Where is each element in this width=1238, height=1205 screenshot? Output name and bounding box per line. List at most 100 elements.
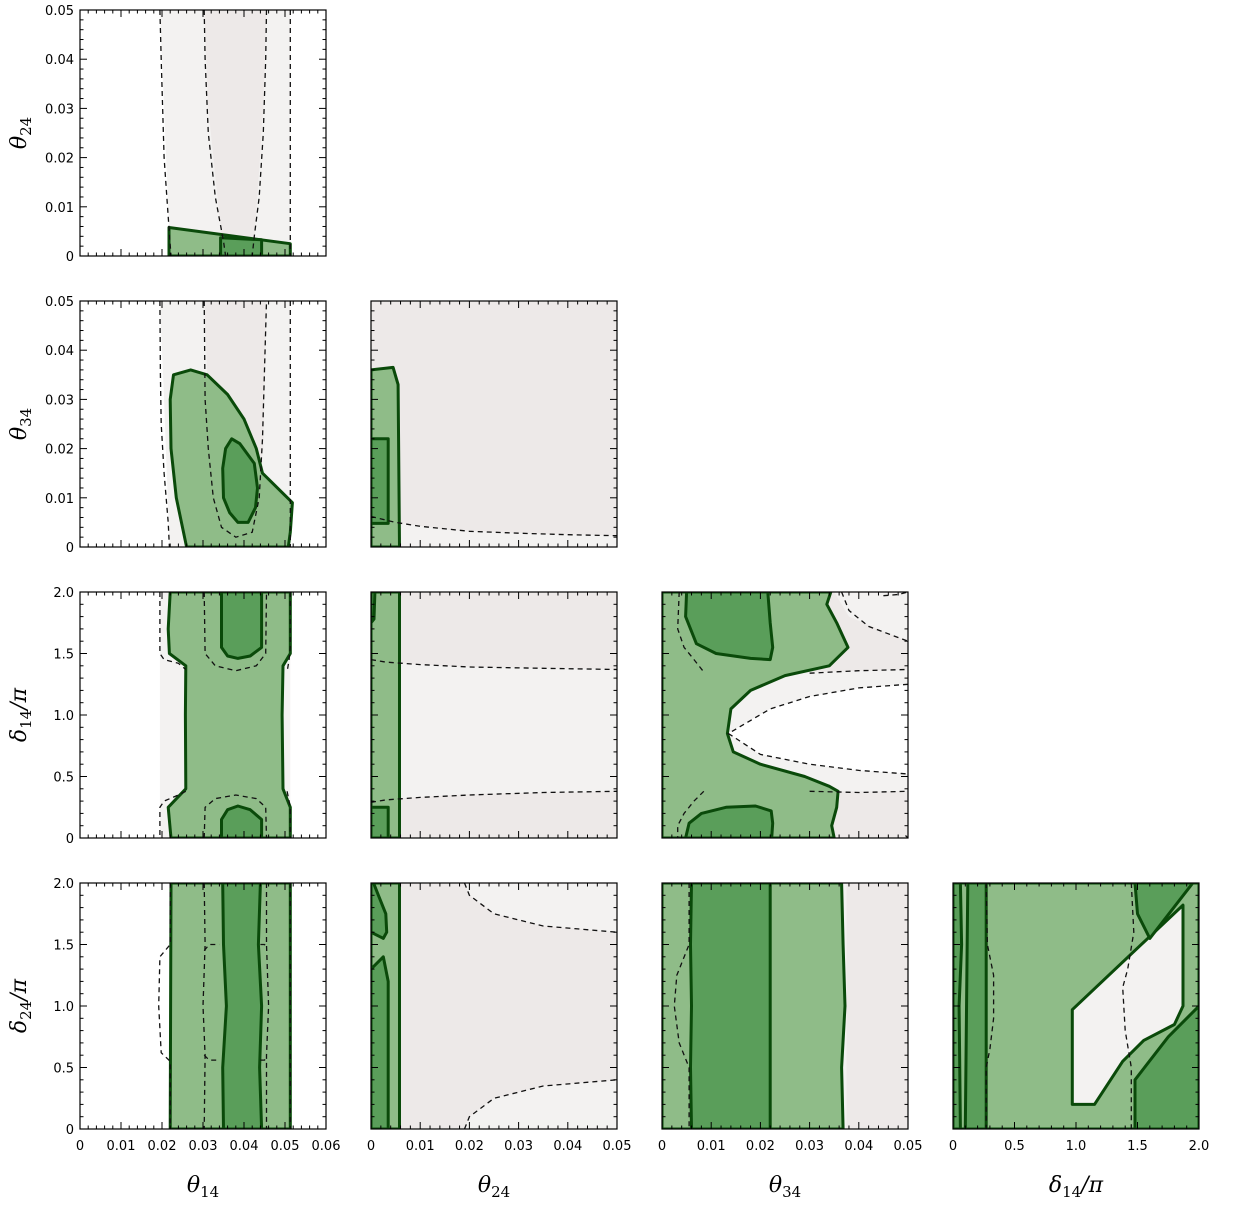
contour-hole-region [1070,903,1185,1106]
contour-68-region [963,883,988,1129]
dashed-contour [840,592,908,642]
dashed-contour [203,301,268,538]
dashed-contour [463,1079,617,1129]
dashed-contour [203,1054,220,1061]
background-region [371,791,617,838]
dashed-contour [260,1057,267,1061]
x-tick-label: 0.02 [148,1139,177,1154]
contour-68-region [684,592,775,662]
contour-68-region [371,437,390,525]
y-tick-label: 0 [66,541,74,556]
x-tick-label: 0.02 [746,1139,775,1154]
y-tick-label: 2.0 [53,877,74,892]
panel-frame [370,591,618,839]
y-tick-label: 0.02 [45,152,74,167]
y-tick-label: 0 [66,832,74,847]
panel-frame [79,882,327,1130]
background-region [204,10,267,242]
x-tick-label: 0.04 [844,1139,873,1154]
contour-95-region [662,592,850,838]
dashed-contour [727,683,908,775]
y-tick-label: 1.5 [53,939,74,954]
dashed-contour [371,658,617,671]
xlabel-theta24: θ24 [478,1173,510,1201]
x-tick-label: 0.03 [795,1139,824,1154]
y-tick-label: 0.03 [45,393,74,408]
x-tick-label: 0.01 [406,1139,435,1154]
ylabel-delta24: δ24/π [7,978,35,1033]
y-tick-label: 0.5 [53,1062,74,1077]
y-tick-label: 0.03 [45,102,74,117]
dashed-contour [203,592,268,672]
y-tick-label: 0.04 [45,344,74,359]
ylabel-theta34: θ34 [7,408,35,440]
contour-68-region [371,805,390,838]
y-tick-label: 0 [66,1123,74,1138]
panel-frame [79,591,327,839]
x-tick-label: 0.03 [189,1139,218,1154]
contour-68-region [1133,1004,1199,1129]
panel-frame [661,591,909,839]
contour-68-region [689,883,772,1129]
y-tick-label: 0.02 [45,443,74,458]
contour-68-region [371,883,389,940]
x-tick-label: 2.0 [1189,1139,1210,1154]
dashed-contour [159,592,187,670]
panel-th14-th34: 0 0.01 0.02 0.03 0.04 0.05 [45,295,327,556]
xlabel-theta14: θ14 [187,1173,219,1201]
panel-th14-th24: 0 0.01 0.02 0.03 0.04 0.05 [45,4,327,265]
panel-frame [79,9,327,257]
y-tick-label: 1.0 [53,709,74,724]
y-tick-label: 0.01 [45,492,74,507]
dashed-contour [203,943,220,952]
panel-th14-d24: 0 0.5 1.0 1.5 2.0 0 0.01 0.02 0.03 0.04 0.05 0.06 [53,877,340,1154]
dashed-contour [159,301,171,547]
panel-th34-d14 [661,591,909,839]
background-region [371,592,617,670]
x-tick-label: 0.03 [504,1139,533,1154]
y-tick-label: 0.01 [45,201,74,216]
y-tick-label: 0.05 [45,4,74,19]
background-region [371,517,617,547]
panel-th24-th34 [370,300,618,548]
x-tick-label: 0.02 [455,1139,484,1154]
dashed-contour [251,10,268,256]
background-region [464,883,617,933]
y-tick-label: 0 [66,250,74,265]
x-tick-label: 1.5 [1127,1139,1148,1154]
panel-frame [952,882,1200,1130]
panel-th24-d24: 0 0.01 0.02 0.03 0.04 0.05 [367,882,632,1154]
ylabel-delta14: δ14/π [7,687,35,742]
dashed-contour [265,883,270,1129]
x-tick-label: 0.01 [697,1139,726,1154]
x-tick-label: 0.05 [271,1139,300,1154]
y-tick-label: 0.04 [45,53,74,68]
panel-frame [370,882,618,1130]
x-tick-label: 0.06 [312,1139,341,1154]
y-tick-label: 0.05 [45,295,74,310]
contour-68-region [371,592,377,625]
y-tick-label: 1.5 [53,648,74,663]
dashed-contour [286,791,291,838]
dashed-contour [286,592,291,673]
x-tick-label: 0.04 [230,1139,259,1154]
contour-68-region [221,883,264,1129]
background-region [727,684,908,774]
x-tick-label: 0 [76,1139,84,1154]
dashed-contour [371,515,617,537]
y-tick-label: 1.0 [53,1000,74,1015]
x-tick-label: 0.01 [107,1139,136,1154]
dashed-contour [677,592,705,673]
y-tick-label: 0.5 [53,771,74,786]
x-tick-label: 0.04 [553,1139,582,1154]
x-tick-label: 1.0 [1066,1139,1087,1154]
x-tick-label: 0 [367,1139,375,1154]
x-tick-label: 0.05 [603,1139,632,1154]
xlabel-theta34: θ34 [769,1173,801,1201]
panel-th24-d14 [370,591,618,839]
contour-68-region [221,437,259,524]
dashed-contour [1122,883,1135,1129]
panel-d14-d24: 0 0.5 1.0 1.5 2.0 [949,882,1210,1154]
contour-68-region [220,804,264,838]
